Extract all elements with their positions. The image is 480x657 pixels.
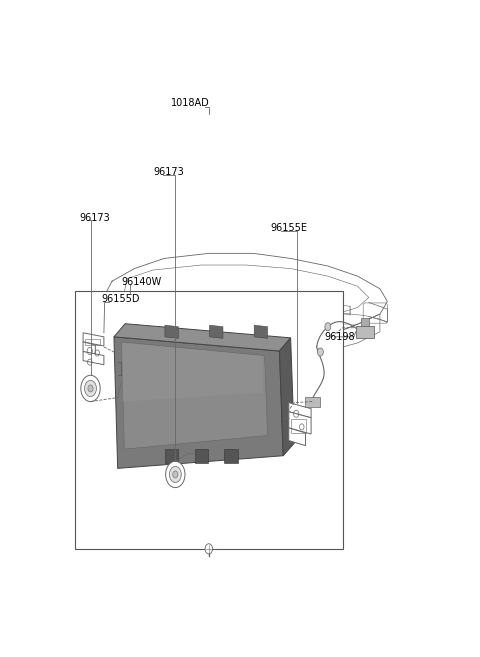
Bar (165, 449, 178, 463)
Polygon shape (130, 291, 179, 358)
Polygon shape (279, 338, 294, 456)
Bar (180, 311, 186, 316)
Circle shape (317, 348, 324, 356)
Bar (195, 449, 208, 463)
Bar (172, 311, 178, 315)
Circle shape (81, 375, 100, 401)
Polygon shape (289, 428, 305, 445)
Bar (305, 397, 320, 407)
Polygon shape (194, 294, 246, 311)
Circle shape (88, 385, 93, 392)
Circle shape (169, 466, 181, 482)
Bar (361, 318, 369, 326)
Circle shape (84, 380, 96, 397)
Polygon shape (114, 337, 283, 468)
Polygon shape (246, 294, 257, 313)
Polygon shape (122, 343, 263, 401)
Polygon shape (165, 325, 178, 338)
Text: 1018AD: 1018AD (171, 98, 210, 108)
Text: 96173: 96173 (154, 168, 184, 177)
Circle shape (166, 461, 185, 487)
Bar (188, 312, 194, 317)
Circle shape (325, 323, 331, 330)
Circle shape (205, 544, 213, 554)
Text: 96140W: 96140W (121, 277, 162, 287)
Text: 96173: 96173 (79, 213, 110, 223)
Polygon shape (83, 342, 96, 355)
Bar (85, 339, 100, 345)
Polygon shape (254, 325, 267, 338)
Polygon shape (289, 412, 311, 434)
Polygon shape (121, 342, 267, 449)
Bar (290, 419, 306, 433)
Circle shape (173, 471, 178, 478)
Bar (196, 313, 202, 317)
Text: 96155D: 96155D (101, 294, 139, 304)
Polygon shape (83, 333, 104, 346)
Polygon shape (289, 403, 311, 418)
Bar (225, 449, 238, 463)
Text: 96155E: 96155E (270, 223, 307, 233)
Text: 96198: 96198 (325, 332, 356, 342)
Polygon shape (194, 307, 257, 317)
Bar (75, 291, 343, 549)
Polygon shape (210, 325, 223, 338)
Polygon shape (83, 351, 104, 365)
Bar (356, 326, 374, 338)
Polygon shape (114, 324, 290, 351)
